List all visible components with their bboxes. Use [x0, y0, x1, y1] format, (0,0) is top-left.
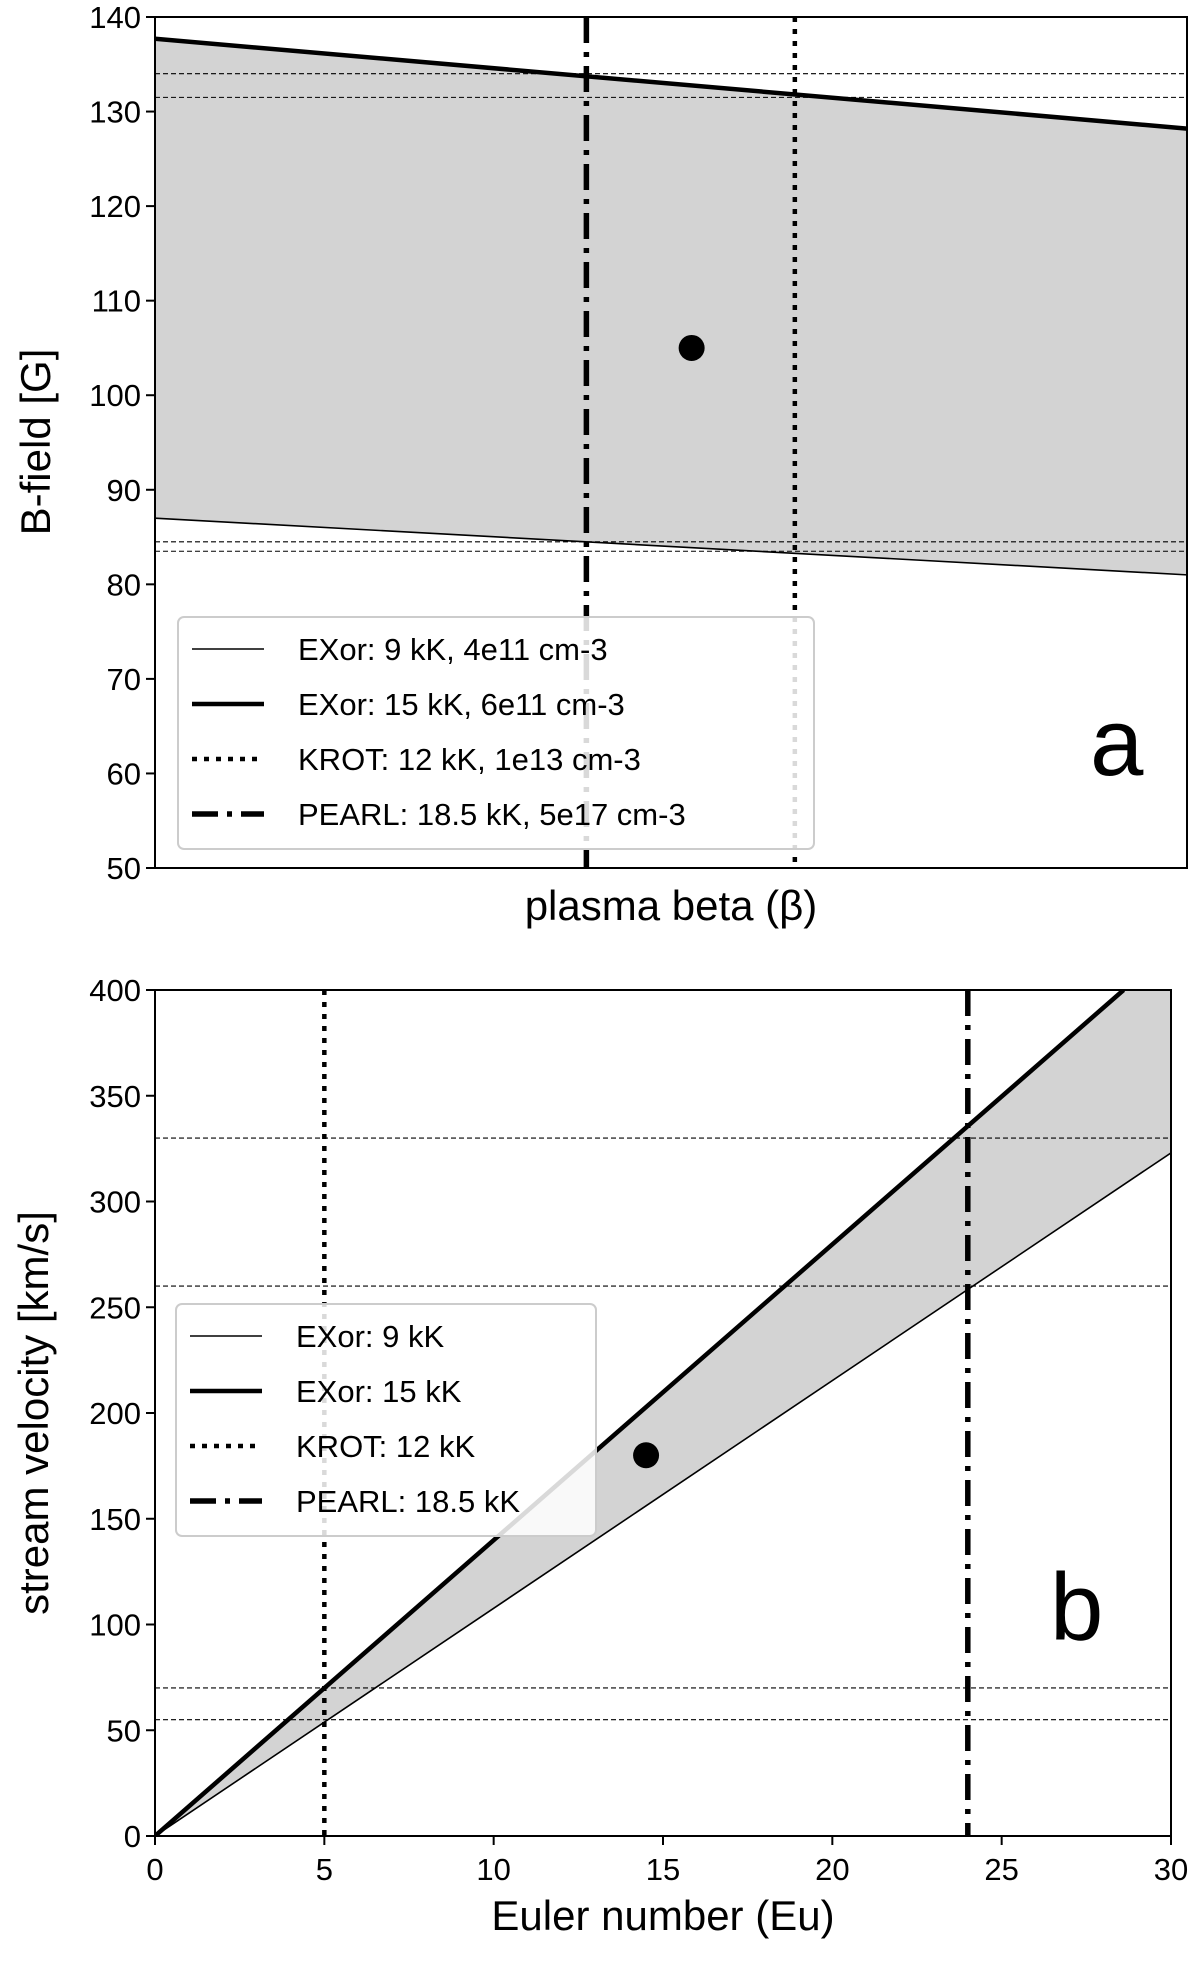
panel-b-xtick-label-3: 15: [646, 1852, 680, 1887]
panel-a-ytick-label-0: 50: [107, 851, 141, 886]
panel-b-ytick-label-2: 100: [89, 1608, 141, 1643]
panel-b-xtick-label-5: 25: [984, 1852, 1018, 1887]
panel-a-data-point: [678, 334, 705, 361]
panel-b-ytick-label-6: 300: [89, 1185, 141, 1220]
panel-a-chart: 50 60 70 80 90 100 110 120 130 140 plasma beta (β…: [12, 0, 1188, 929]
panel-a-ytick-label-9: 140: [89, 0, 141, 35]
panel-a-frame: [154, 16, 1188, 869]
panel-a-series-0: [155, 517, 1187, 576]
panel-a-ytick-label-6: 110: [92, 284, 141, 319]
panel-b-ytick-label-8: 400: [89, 973, 141, 1008]
panel-b-xtick-label-0: 0: [146, 1852, 163, 1887]
panel-b-ytick-label-4: 200: [89, 1396, 141, 1431]
panel-a-legend-label-3: PEARL: 18.5 kK, 5e17 cm-3: [298, 797, 686, 832]
panel-b-ytick-label-7: 350: [89, 1079, 141, 1114]
panel-a-series-1: [155, 36, 1187, 131]
panel-b-legend: EXor: 9 kK EXor: 15 kK KROT: 12 kK PEARL: 1…: [175, 1303, 597, 1537]
panel-b-xtick-label-2: 10: [476, 1852, 510, 1887]
panel-b-data-point: [633, 1442, 660, 1469]
panel-a-ytick-label-4: 90: [107, 473, 141, 508]
panel-b-shaded-band: [155, 990, 1171, 1836]
panel-a-ytick-label-8: 130: [89, 95, 141, 130]
panel-b-xtick-label-1: 5: [316, 1852, 333, 1887]
panel-a-legend-box: [177, 616, 815, 850]
panel-b-ytick-label-5: 250: [89, 1290, 141, 1325]
panel-b-chart: 0 50 100 150 200 250 300 350 400 0 5 10 15 20 25 30 Eul…: [10, 973, 1188, 1939]
panel-b-legend-label-2: KROT: 12 kK: [296, 1429, 475, 1464]
panel-b-xlabel: Euler number (Eu): [491, 1892, 834, 1939]
panel-b-ytick-label-1: 50: [107, 1713, 141, 1748]
panel-a-ylabel: B-field [G]: [12, 349, 59, 536]
panel-a-letter: a: [1090, 689, 1144, 796]
panel-a-ytick-label-7: 120: [89, 189, 141, 224]
panel-b-ytick-label-0: 0: [124, 1819, 141, 1854]
panel-a-shaded-band: [155, 38, 1187, 575]
panel-b-ytick-label-3: 150: [89, 1502, 141, 1537]
panel-a-legend-label-2: KROT: 12 kK, 1e13 cm-3: [298, 742, 641, 777]
panel-a-ytick-label-5: 100: [89, 378, 141, 413]
panel-b-legend-label-0: EXor: 9 kK: [296, 1319, 444, 1354]
panel-a-ytick-label-1: 60: [107, 756, 141, 791]
panel-a-legend-label-1: EXor: 15 kK, 6e11 cm-3: [298, 687, 625, 722]
panel-a-legend: EXor: 9 kK, 4e11 cm-3 EXor: 15 kK, 6e11 c…: [177, 616, 815, 850]
panel-b-series-1: [155, 990, 1126, 1836]
panel-a-ytick-label-2: 70: [107, 662, 141, 697]
panel-a-legend-label-0: EXor: 9 kK, 4e11 cm-3: [298, 632, 608, 667]
panel-b-legend-box: [175, 1303, 597, 1537]
panel-a-ytick-label-3: 80: [107, 567, 141, 602]
panel-b-xtick-label-6: 30: [1154, 1852, 1188, 1887]
panel-b-letter: b: [1050, 1554, 1103, 1661]
panel-b-xtick-label-4: 20: [815, 1852, 849, 1887]
panel-a-xlabel: plasma beta (β): [525, 882, 818, 929]
panel-b-legend-label-1: EXor: 15 kK: [296, 1374, 462, 1409]
panel-b-ylabel: stream velocity [km/s]: [10, 1211, 57, 1615]
panel-b-legend-label-3: PEARL: 18.5 kK: [296, 1484, 520, 1519]
